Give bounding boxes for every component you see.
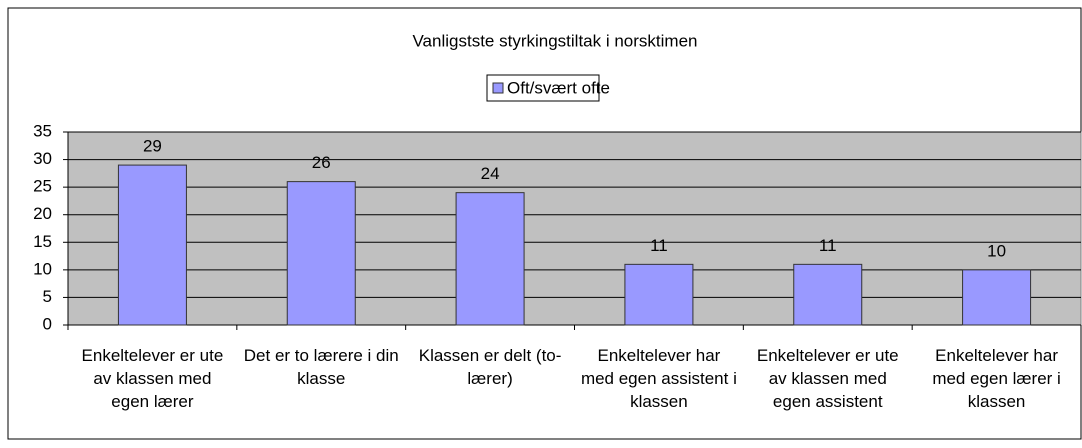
bar <box>624 263 694 326</box>
value-label: 11 <box>819 236 837 255</box>
y-tick-label: 10 <box>33 259 52 278</box>
x-tick-label: Klassen er delt (to-lærer) <box>418 346 562 388</box>
bar <box>962 269 1032 326</box>
y-tick-label: 30 <box>33 149 52 168</box>
bar <box>793 263 863 326</box>
value-label: 10 <box>987 241 1006 260</box>
x-tick-label: Enkeltelever er ute av klassen med egen … <box>81 346 224 411</box>
x-tick-label: Det er to lærere i din klasse <box>243 346 399 388</box>
value-label: 24 <box>481 164 500 183</box>
y-tick-label: 20 <box>33 204 52 223</box>
legend-swatch <box>492 82 504 94</box>
x-tick-label: Enkeltelever har med egen lærer i klasse… <box>932 346 1061 411</box>
x-tick-label: Enkeltelever er ute av klassen med egen … <box>756 346 899 411</box>
x-tick-label: Enkeltelever har med egen assistent i kl… <box>580 346 737 411</box>
chart-title: Vanligstste styrkingstiltak i norsktimen <box>412 31 697 50</box>
y-tick-label: 35 <box>33 121 52 140</box>
bar <box>455 192 525 326</box>
y-tick-label: 25 <box>33 177 52 196</box>
value-label: 29 <box>143 137 162 156</box>
value-label: 11 <box>650 236 668 255</box>
value-label: 26 <box>312 153 331 172</box>
bar <box>286 181 356 326</box>
y-tick-label: 0 <box>43 314 52 333</box>
bar <box>117 164 187 326</box>
plot-area <box>67 131 1082 326</box>
legend-box <box>486 74 600 102</box>
legend-label: Oft/svært ofte <box>507 78 610 97</box>
y-tick-label: 5 <box>43 287 52 306</box>
y-tick-label: 15 <box>33 232 52 251</box>
